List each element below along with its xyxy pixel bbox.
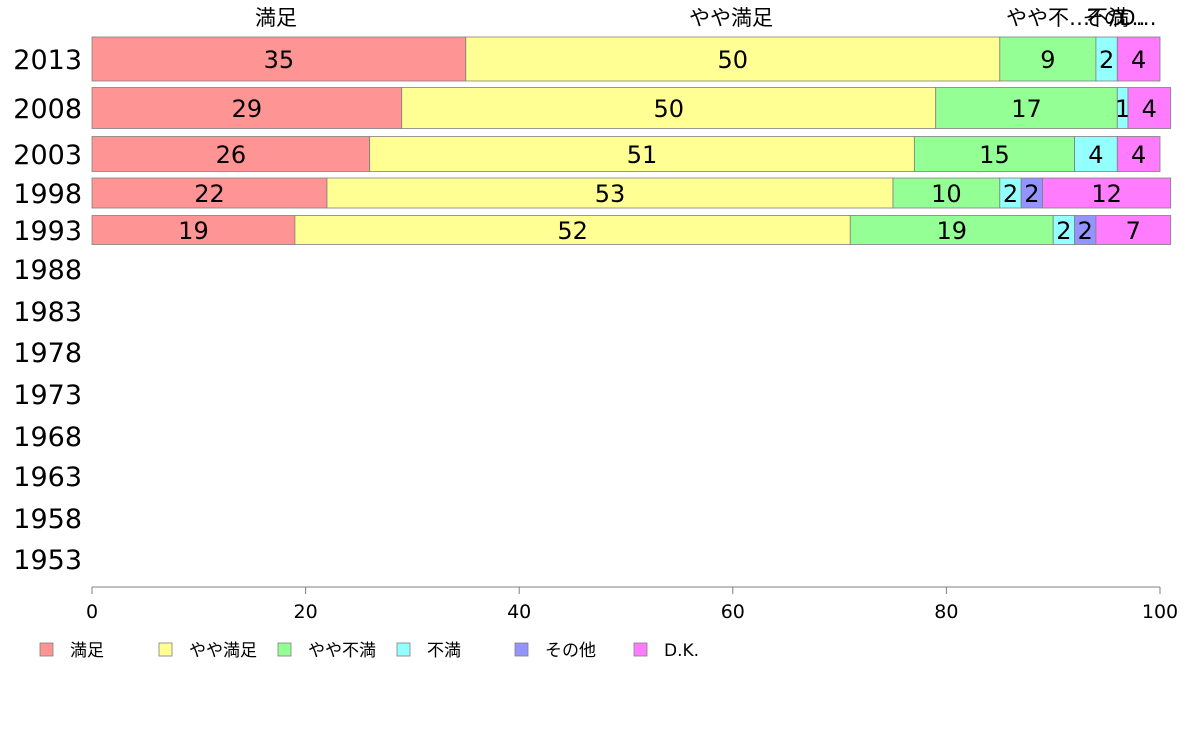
bar-value-2003-s1: 51 [627, 141, 658, 169]
bar-value-2003-s3: 4 [1088, 141, 1103, 169]
legend-swatch-1 [158, 642, 173, 657]
bar-segment-1993-s2 [849, 215, 1054, 245]
year-label-1968: 1968 [13, 422, 82, 453]
year-label-2003: 2003 [13, 140, 82, 171]
legend-swatch-2 [277, 642, 292, 657]
x-tick-label-60: 60 [721, 601, 745, 623]
x-tick-label-40: 40 [507, 601, 531, 623]
bar-segment-1993-s1 [294, 215, 851, 245]
bar-value-1998-s1: 53 [595, 180, 626, 208]
bar-value-2008-s0: 29 [232, 95, 263, 123]
bar-segment-1998-s0 [91, 177, 328, 209]
top-series-label-0: 満足 [255, 6, 297, 30]
bar-segment-2003-s5 [1116, 136, 1161, 172]
year-label-1953: 1953 [13, 545, 82, 576]
bar-value-2008-s2: 17 [1011, 95, 1042, 123]
legend-swatch-5 [633, 642, 648, 657]
x-tick-label-20: 20 [294, 601, 318, 623]
bar-value-1998-s3: 2 [1003, 180, 1018, 208]
bar-value-1993-s0: 19 [178, 217, 209, 245]
legend-swatch-3 [396, 642, 411, 657]
legend-label-4: その他 [545, 641, 596, 661]
bar-value-1993-s3: 2 [1056, 217, 1071, 245]
bar-segment-1998-s5 [1042, 177, 1172, 209]
top-series-label-5: D… [1119, 6, 1156, 30]
bar-value-2013-s5: 4 [1131, 46, 1146, 74]
year-label-1983: 1983 [13, 297, 82, 328]
legend-label-5: D.K. [664, 641, 699, 661]
year-label-2013: 2013 [13, 45, 82, 76]
bar-segment-1998-s1 [326, 177, 894, 209]
year-label-1978: 1978 [13, 338, 82, 369]
year-label-1958: 1958 [13, 504, 82, 535]
bar-value-2003-s2: 15 [979, 141, 1010, 169]
bar-segment-1993-s5 [1095, 215, 1172, 245]
bar-value-1998-s5: 12 [1091, 180, 1122, 208]
year-label-1993: 1993 [13, 216, 82, 247]
bar-segment-2003-s0 [91, 136, 371, 172]
x-tick-label-100: 100 [1142, 601, 1178, 623]
bar-value-2008-s3: 1 [1115, 95, 1130, 123]
bar-segment-2008-s2 [935, 87, 1118, 129]
x-tick-label-80: 80 [934, 601, 958, 623]
top-series-label-3: 不満 [1087, 6, 1129, 30]
bar-segment-2003-s1 [369, 136, 915, 172]
bar-segment-1998-s2 [892, 177, 1001, 209]
year-label-1988: 1988 [13, 255, 82, 286]
bar-value-2003-s0: 26 [216, 141, 247, 169]
top-series-label-1: やや満足 [689, 6, 773, 30]
legend-label-2: やや不満 [308, 641, 376, 661]
top-series-label-4: その… [1083, 6, 1146, 30]
year-label-1973: 1973 [13, 380, 82, 411]
bar-value-2003-s5: 4 [1131, 141, 1146, 169]
top-series-label-2: やや不… [1006, 6, 1090, 30]
year-label-1963: 1963 [13, 462, 82, 493]
bar-value-1993-s2: 19 [936, 217, 967, 245]
bar-segment-2008-s0 [91, 87, 403, 129]
bar-segment-1993-s0 [91, 215, 296, 245]
bar-value-2013-s0: 35 [264, 46, 295, 74]
bar-value-1993-s5: 7 [1126, 217, 1141, 245]
bar-value-1998-s0: 22 [194, 180, 225, 208]
bar-value-1998-s4: 2 [1024, 180, 1039, 208]
bar-value-1993-s4: 2 [1078, 217, 1093, 245]
legend-swatch-0 [39, 642, 54, 657]
x-tick-label-0: 0 [86, 601, 98, 623]
bar-segment-2013-s0 [91, 36, 467, 82]
legend-label-0: 満足 [70, 641, 104, 661]
bar-segment-2008-s5 [1127, 87, 1172, 129]
bar-segment-2013-s2 [999, 36, 1097, 82]
year-label-1998: 1998 [13, 179, 82, 210]
legend-swatch-4 [514, 642, 529, 657]
bar-value-2008-s5: 4 [1142, 95, 1157, 123]
bar-value-1993-s1: 52 [557, 217, 588, 245]
legend-label-3: 不満 [427, 641, 461, 661]
bar-value-2008-s1: 50 [653, 95, 684, 123]
bar-segment-2013-s5 [1116, 36, 1161, 82]
bar-value-2013-s3: 2 [1099, 46, 1114, 74]
bar-segment-2003-s2 [913, 136, 1075, 172]
bar-value-2013-s2: 9 [1040, 46, 1055, 74]
legend-label-1: やや満足 [189, 641, 257, 661]
bar-segment-2008-s1 [401, 87, 937, 129]
bar-value-1998-s2: 10 [931, 180, 962, 208]
year-label-2008: 2008 [13, 94, 82, 125]
bar-segment-2013-s1 [465, 36, 1001, 82]
bar-value-2013-s1: 50 [718, 46, 749, 74]
